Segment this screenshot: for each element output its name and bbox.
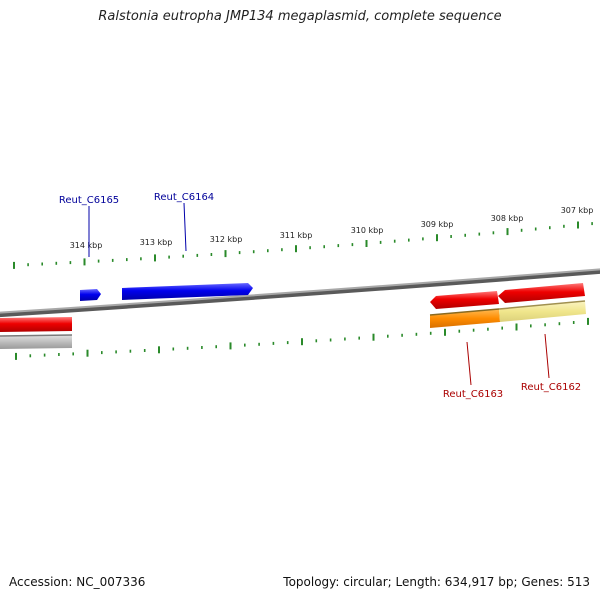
gene-label-reut-c6165[interactable]: Reut_C6165 [59,195,119,257]
gene-label-text: Reut_C6164 [154,192,214,203]
outer-scale-ticks [13,221,593,269]
scale-label: 314 kbp [70,241,103,250]
feature-left-gray[interactable] [0,334,73,349]
scale-label: 310 kbp [351,226,384,235]
scale-label: 309 kbp [421,220,454,229]
plasmid-backbone [0,268,600,314]
gene-label-text: Reut_C6162 [521,382,581,393]
sequence-summary-text: Topology: circular; Length: 634,917 bp; … [283,575,590,589]
gene-label-text: Reut_C6163 [443,389,503,400]
gene-reut-c6165[interactable] [80,289,101,301]
scale-label: 313 kbp [140,238,173,247]
gene-label-reut-c6162[interactable]: Reut_C6162 [521,333,581,393]
scale-label: 308 kbp [491,214,524,223]
feature-khaki[interactable] [498,300,586,322]
feature-orange[interactable] [429,308,500,328]
gene-left-partial-red[interactable] [0,317,72,332]
gene-reut-c6163[interactable] [430,291,499,309]
gene-label-reut-c6164[interactable]: Reut_C6164 [154,192,214,252]
inner-scale-ticks [15,317,589,360]
scale-labels: 314 kbp 313 kbp 312 kbp 311 kbp 310 kbp … [70,206,594,250]
scale-label: 307 kbp [561,206,594,215]
gene-reut-c6164[interactable] [122,283,253,300]
gene-reut-c6162[interactable] [498,283,585,303]
accession-text: Accession: NC_007336 [9,575,146,589]
scale-label: 312 kbp [210,235,243,244]
map-title: Ralstonia eutropha JMP134 megaplasmid, c… [98,9,502,24]
gene-label-reut-c6163[interactable]: Reut_C6163 [443,341,503,400]
scale-label: 311 kbp [280,231,313,240]
plasmid-backbone-shadow [0,268,600,318]
gene-label-text: Reut_C6165 [59,195,119,206]
